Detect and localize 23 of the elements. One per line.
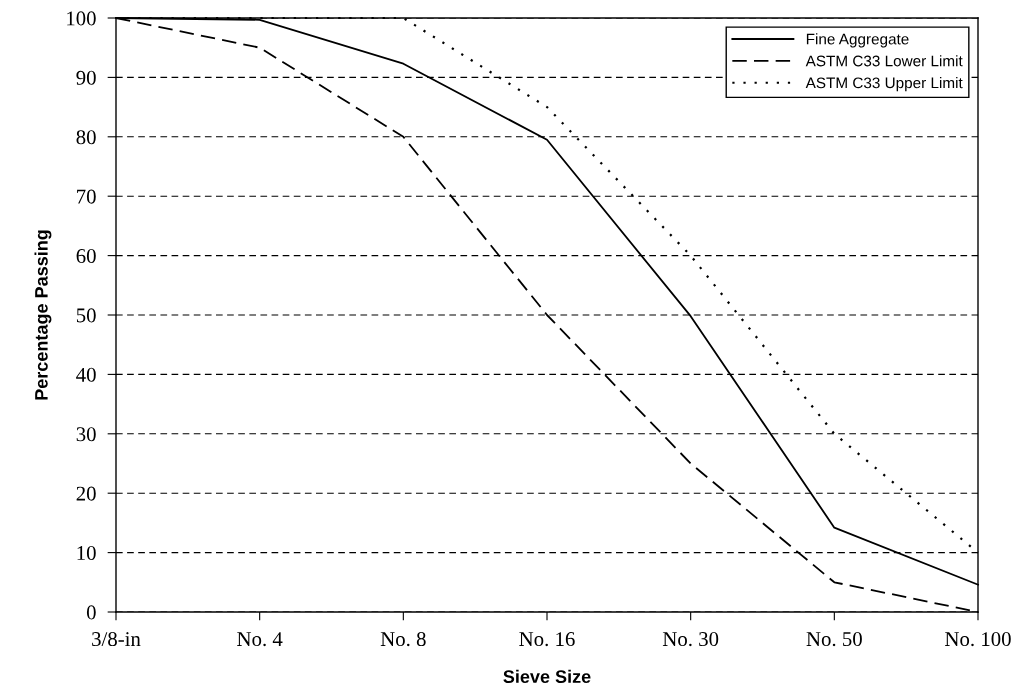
y-axis-title: Percentage Passing xyxy=(34,230,52,400)
legend-label: ASTM C33 Upper Limit xyxy=(805,77,963,92)
y-tick-label: 50 xyxy=(76,308,96,323)
legend-label: ASTM C33 Lower Limit xyxy=(805,55,963,67)
y-tick-label: 20 xyxy=(76,486,96,501)
y-tick-label: 70 xyxy=(77,189,96,204)
x-tick-label: No. 4 xyxy=(237,632,283,647)
y-tick-label: 0 xyxy=(86,605,96,620)
y-tick-label: 60 xyxy=(76,248,96,264)
x-tick-label: No. 50 xyxy=(806,632,862,647)
y-tick-label: 30 xyxy=(76,427,96,442)
x-tick-label: No. 30 xyxy=(662,632,719,647)
legend-label: Fine Aggregate xyxy=(806,33,909,48)
y-tick-label: 10 xyxy=(77,545,96,561)
x-axis-title: Sieve Size xyxy=(503,669,591,684)
x-tick-label: No. 100 xyxy=(945,632,1011,647)
x-tick-label: No. 16 xyxy=(519,632,575,647)
y-tick-label: 100 xyxy=(67,11,96,26)
x-tick-label: 3/8-in xyxy=(92,632,141,647)
y-tick-label: 90 xyxy=(76,70,96,85)
x-tick-label: No. 8 xyxy=(380,632,426,647)
y-tick-label: 80 xyxy=(76,130,96,145)
y-tick-label: 40 xyxy=(76,367,96,382)
